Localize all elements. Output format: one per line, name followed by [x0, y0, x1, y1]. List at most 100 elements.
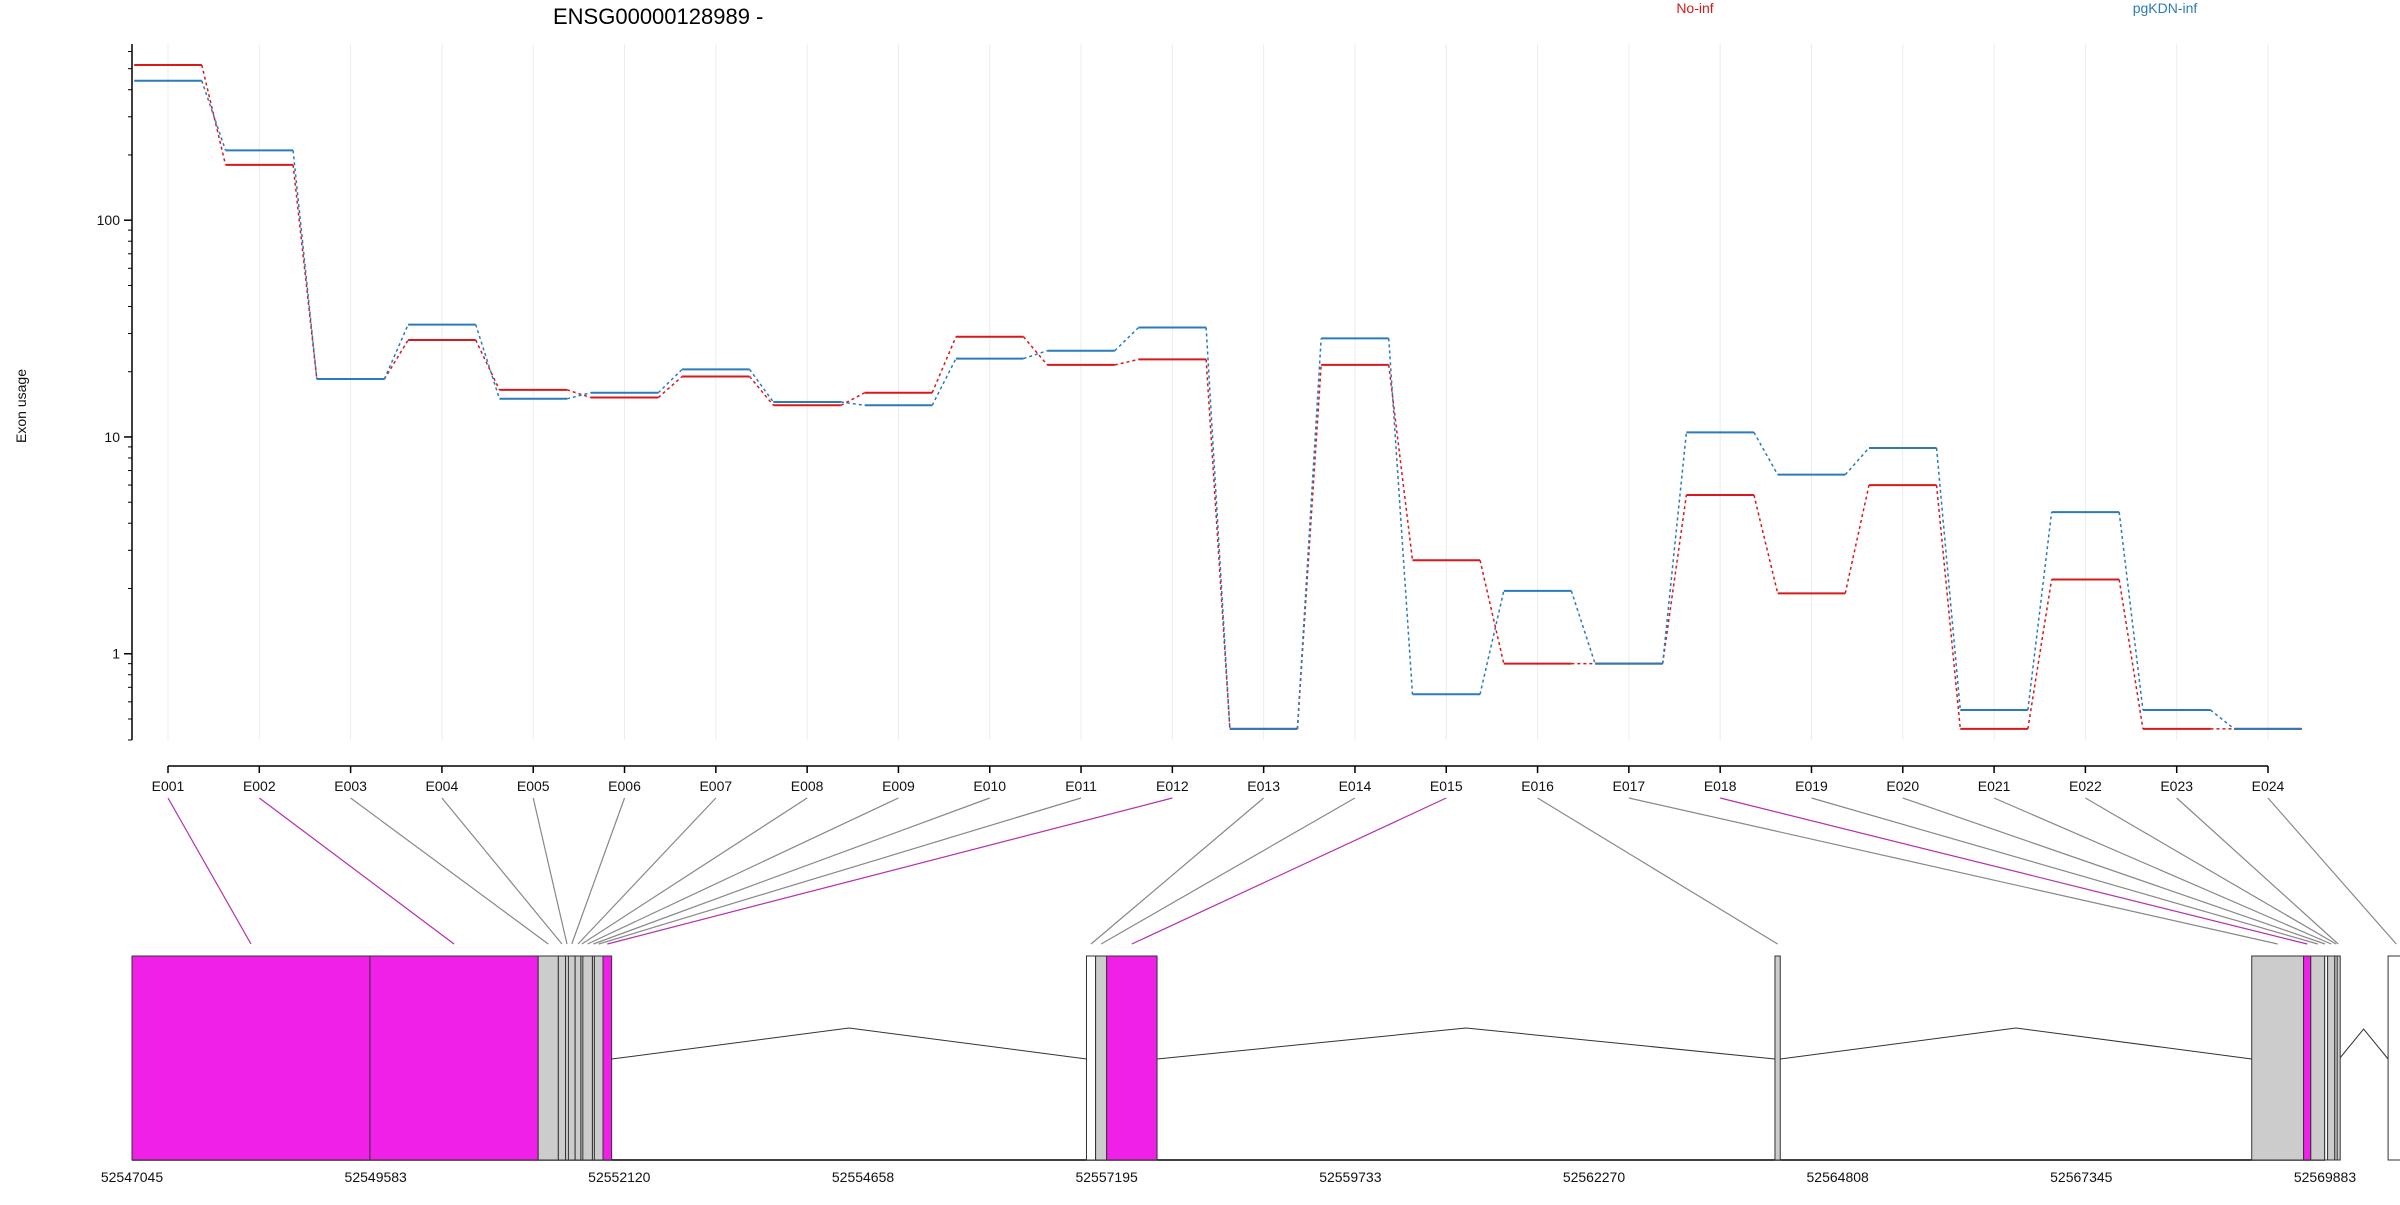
- series-no-inf-connector: [1022, 336, 1048, 366]
- coordinate-tick-label: 52557195: [1075, 1169, 1138, 1185]
- series-pgkdn-inf-connector: [1844, 447, 1870, 476]
- x-tick-label-e010: E010: [973, 778, 1006, 794]
- exon-connector-e008: [581, 797, 808, 945]
- series-pgkdn-inf-connector: [474, 324, 501, 400]
- series-pgkdn-inf-connector: [1296, 338, 1322, 729]
- x-tick-label-e020: E020: [1886, 778, 1919, 794]
- chart-text: ENSG00000128989 - No-inf pgKDN-inf Exon …: [13, 0, 2197, 443]
- x-tick-label-e004: E004: [426, 778, 459, 794]
- coordinate-tick-label: 52567345: [2050, 1169, 2113, 1185]
- x-tick-label-e008: E008: [791, 778, 824, 794]
- series-no-inf-connector: [1661, 494, 1688, 664]
- exon-box-e006: [567, 955, 576, 1161]
- exon-box-e023: [2336, 955, 2341, 1161]
- x-tick-label-e013: E013: [1247, 778, 1280, 794]
- series-no-inf-connector: [475, 339, 501, 391]
- x-tick-label-e001: E001: [152, 778, 185, 794]
- exon-connector-e007: [577, 797, 717, 945]
- legend-entry-pgkdn-inf: pgKDN-inf: [2133, 0, 2198, 16]
- series-no-inf-connector: [566, 389, 591, 399]
- x-tick-label-e007: E007: [699, 778, 732, 794]
- x-tick-label-e017: E017: [1613, 778, 1646, 794]
- series-no-inf-connector: [1114, 358, 1139, 366]
- intron-line: [2338, 1028, 2389, 1060]
- series-pgkdn-inf-connector: [931, 358, 957, 406]
- x-tick-label-e022: E022: [2069, 778, 2102, 794]
- exon-box-e012: [602, 955, 613, 1161]
- intron-line: [1780, 1027, 2252, 1060]
- chart-title: ENSG00000128989 -: [553, 4, 763, 29]
- series-no-inf-connector: [1479, 560, 1505, 664]
- exon-connector-e020: [1902, 797, 2326, 945]
- series-no-inf-connector: [931, 336, 957, 394]
- series-pgkdn-inf-connector: [1387, 338, 1414, 695]
- series-no-inf-connector: [1753, 494, 1779, 594]
- x-tick-label-e005: E005: [517, 778, 550, 794]
- series-no-inf-connector: [840, 392, 866, 406]
- series-pgkdn-inf-connector: [383, 324, 409, 380]
- intron-line: [611, 1027, 1087, 1060]
- series-pgkdn-inf-connector: [657, 368, 683, 394]
- series-no-inf-connector: [1935, 484, 1962, 729]
- exon-connector-e003: [350, 797, 549, 945]
- y-tick-label-10: 10: [104, 429, 120, 445]
- x-tick-label-e024: E024: [2252, 778, 2285, 794]
- exon-box-e009: [582, 955, 593, 1161]
- series-no-inf-connector: [201, 64, 227, 166]
- axes: 1 10 100 E001 E002 E003 E004 E005 E006 E007 E008 E0…: [97, 44, 2285, 794]
- series-no-inf-connector: [657, 375, 683, 399]
- exon-connector-e016: [1537, 797, 1778, 945]
- exon-box-e016: [1774, 955, 1781, 1161]
- exon-connector-e015: [1131, 797, 1447, 945]
- series-pgkdn-inf-connector: [749, 368, 774, 403]
- exon-connector-e005: [532, 797, 568, 945]
- series-no-inf-connector: [1205, 359, 1231, 729]
- series-no-inf-connector: [383, 339, 409, 380]
- exon-box-e002: [369, 955, 539, 1161]
- coordinate-tick-label: 52569883: [2294, 1169, 2357, 1185]
- exon-connector-e004: [441, 797, 563, 945]
- exon-connector-e002: [258, 797, 455, 945]
- exon-connector-e010: [593, 797, 990, 945]
- exon-connector-e014: [1100, 797, 1356, 945]
- exon-box-e007: [574, 955, 582, 1161]
- series-lines: [134, 64, 2302, 730]
- series-no-inf-connector: [2118, 579, 2144, 730]
- series-pgkdn-inf-connector: [2210, 709, 2235, 730]
- exon-connector-e017: [1628, 797, 2278, 945]
- y-tick-label-100: 100: [97, 212, 121, 228]
- x-tick-label-e023: E023: [2160, 778, 2193, 794]
- x-tick-label-e012: E012: [1156, 778, 1189, 794]
- series-no-inf-connector: [749, 376, 774, 406]
- x-tick-label-e002: E002: [243, 778, 276, 794]
- exon-box-e019: [2310, 955, 2326, 1161]
- coordinate-tick-label: 52552120: [588, 1169, 651, 1185]
- series-no-inf-connector: [1387, 364, 1414, 561]
- x-tick-label-e018: E018: [1704, 778, 1737, 794]
- exon-box-e024: [2387, 955, 2400, 1161]
- series-pgkdn-inf-connector: [2118, 512, 2144, 711]
- exon-box-e015: [1106, 955, 1158, 1161]
- exon-connector-e021: [1993, 797, 2332, 945]
- coordinate-tick-label: 52562270: [1563, 1169, 1626, 1185]
- series-no-inf-connector: [2027, 579, 2053, 730]
- series-pgkdn-inf-connector: [292, 150, 318, 380]
- series-pgkdn-inf-connector: [201, 80, 227, 151]
- series-no-inf-connector: [1844, 484, 1870, 594]
- series-pgkdn-inf-connector: [1753, 432, 1779, 476]
- exon-box-e004: [557, 955, 567, 1161]
- exon-box-e018: [2303, 955, 2312, 1161]
- exon-connector-e011: [598, 797, 1082, 945]
- coordinate-tick-label: 52547045: [101, 1169, 164, 1185]
- exon-connector-e009: [587, 797, 899, 945]
- series-pgkdn-inf-connector: [1114, 326, 1140, 352]
- legend-entry-no-inf: No-inf: [1676, 0, 1713, 16]
- coordinate-tick-label: 52554658: [832, 1169, 895, 1185]
- exon-connector-e012: [607, 797, 1173, 945]
- intron-line: [1157, 1027, 1776, 1060]
- exon-box-e001: [131, 955, 371, 1161]
- gene-model: 52547045 52549583 52552120 52554658 52557195…: [101, 797, 2400, 1185]
- x-tick-label-e016: E016: [1521, 778, 1554, 794]
